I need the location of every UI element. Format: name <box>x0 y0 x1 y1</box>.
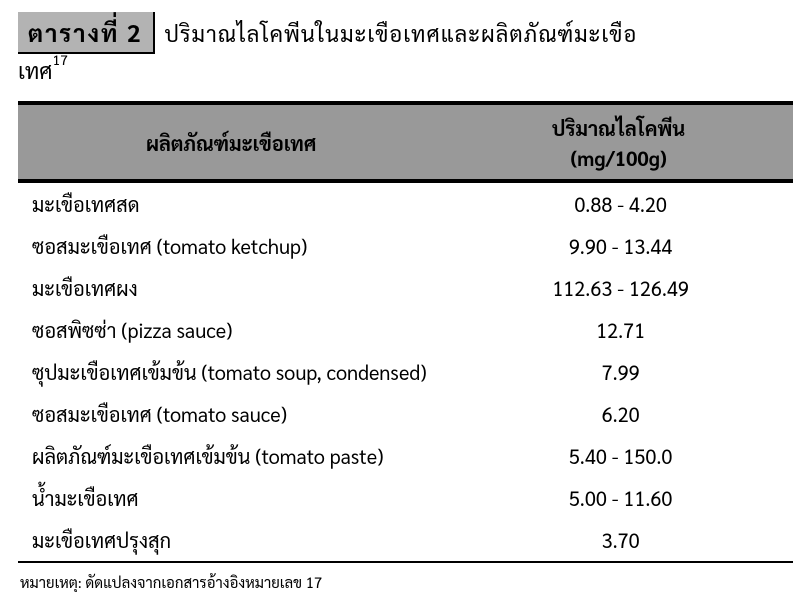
table-row: มะเขือเทศผง 112.63 - 126.49 <box>18 267 793 309</box>
table-body: มะเขือเทศสด 0.88 - 4.20 ซอสมะเขือเทศ (to… <box>18 181 793 562</box>
table-number-badge: ตารางที่ 2 <box>18 12 155 54</box>
caption-text-line2: เทศ17 <box>18 56 793 87</box>
cell-amount: 7.99 <box>444 351 793 393</box>
col-amount-line2: (mg/100g) <box>444 143 793 173</box>
table-row: ซอสพิซซ่า (pizza sauce) 12.71 <box>18 309 793 351</box>
cell-product: ซอสพิซซ่า (pizza sauce) <box>18 309 444 351</box>
cell-product: มะเขือเทศปรุงสุก <box>18 519 444 562</box>
lycopene-table: ผลิตภัณฑ์มะเขือเทศ ปริมาณไลโคพีน (mg/100… <box>18 101 793 563</box>
cell-product: มะเขือเทศสด <box>18 181 444 225</box>
cell-product: ผลิตภัณฑ์มะเขือเทศเข้มข้น (tomato paste) <box>18 435 444 477</box>
table-row: ผลิตภัณฑ์มะเขือเทศเข้มข้น (tomato paste)… <box>18 435 793 477</box>
cell-amount: 12.71 <box>444 309 793 351</box>
cell-product: ซุปมะเขือเทศเข้มข้น (tomato soup, conden… <box>18 351 444 393</box>
table-caption: ตารางที่ 2 ปริมาณไลโคพีนในมะเขือเทศและผล… <box>18 12 793 54</box>
caption-superscript: 17 <box>53 51 68 69</box>
col-product-header: ผลิตภัณฑ์มะเขือเทศ <box>18 103 444 181</box>
cell-amount: 5.00 - 11.60 <box>444 477 793 519</box>
cell-product: ซอสมะเขือเทศ (tomato ketchup) <box>18 225 444 267</box>
cell-amount: 112.63 - 126.49 <box>444 267 793 309</box>
caption-prefix: เทศ <box>18 57 53 85</box>
table-row: น้ำมะเขือเทศ 5.00 - 11.60 <box>18 477 793 519</box>
cell-amount: 0.88 - 4.20 <box>444 181 793 225</box>
table-footnote: หมายเหตุ: ดัดแปลงจากเอกสารอ้างอิงหมายเลข… <box>20 573 793 592</box>
table-header-row: ผลิตภัณฑ์มะเขือเทศ ปริมาณไลโคพีน (mg/100… <box>18 103 793 181</box>
cell-product: มะเขือเทศผง <box>18 267 444 309</box>
col-amount-line1: ปริมาณไลโคพีน <box>444 113 793 143</box>
caption-text-line1: ปริมาณไลโคพีนในมะเขือเทศและผลิตภัณฑ์มะเข… <box>165 20 638 48</box>
cell-amount: 6.20 <box>444 393 793 435</box>
cell-amount: 3.70 <box>444 519 793 562</box>
table-row: ซอสมะเขือเทศ (tomato sauce) 6.20 <box>18 393 793 435</box>
table-row: ซุปมะเขือเทศเข้มข้น (tomato soup, conden… <box>18 351 793 393</box>
cell-product: น้ำมะเขือเทศ <box>18 477 444 519</box>
table-row: มะเขือเทศสด 0.88 - 4.20 <box>18 181 793 225</box>
table-row: มะเขือเทศปรุงสุก 3.70 <box>18 519 793 562</box>
table-row: ซอสมะเขือเทศ (tomato ketchup) 9.90 - 13.… <box>18 225 793 267</box>
col-amount-header: ปริมาณไลโคพีน (mg/100g) <box>444 103 793 181</box>
cell-amount: 9.90 - 13.44 <box>444 225 793 267</box>
cell-product: ซอสมะเขือเทศ (tomato sauce) <box>18 393 444 435</box>
cell-amount: 5.40 - 150.0 <box>444 435 793 477</box>
